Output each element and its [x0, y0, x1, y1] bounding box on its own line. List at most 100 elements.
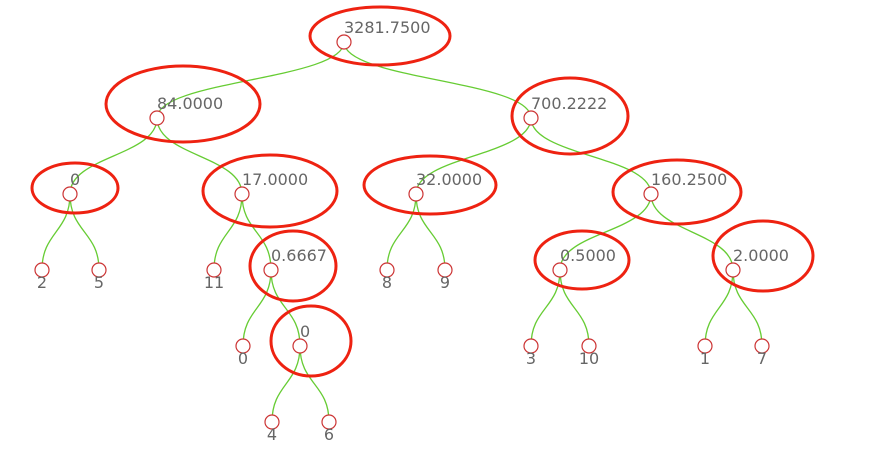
node-value-label: 700.2222: [531, 94, 607, 113]
leaf-label: 5: [94, 273, 104, 292]
tree-link: [156, 117, 243, 195]
highlight-ellipse: [248, 229, 338, 303]
tree-node-internal[interactable]: 0.6667: [263, 246, 327, 278]
node-circle-icon[interactable]: [697, 338, 713, 354]
leaf-label: 0: [238, 349, 248, 368]
leaf-label: 6: [324, 425, 334, 444]
highlight-ellipses: [30, 5, 815, 378]
node-circle-icon[interactable]: [149, 110, 165, 126]
node-circle-icon[interactable]: [643, 186, 659, 202]
leaf-label: 3: [526, 349, 536, 368]
tree-link: [704, 269, 734, 347]
highlight-ellipse: [308, 5, 452, 67]
node-circle-icon[interactable]: [235, 338, 251, 354]
tree-node-leaf[interactable]: 5: [91, 262, 107, 292]
node-value-label: 0.6667: [271, 246, 327, 265]
tree-link: [41, 193, 71, 271]
tree-link: [559, 193, 652, 271]
node-circle-icon[interactable]: [408, 186, 424, 202]
node-value-label: 0: [300, 322, 310, 341]
node-value-label: 2.0000: [733, 246, 789, 265]
tree-node-leaf[interactable]: 7: [754, 338, 770, 368]
tree-link: [386, 193, 417, 271]
node-circle-icon[interactable]: [523, 338, 539, 354]
tree-link: [156, 41, 345, 119]
links: [41, 41, 763, 423]
highlight-ellipse: [269, 304, 353, 378]
node-value-label: 17.0000: [242, 170, 308, 189]
tree-link: [69, 193, 100, 271]
tree-node-leaf[interactable]: 9: [437, 262, 453, 292]
tree-node-internal[interactable]: 2.0000: [725, 246, 789, 278]
tree-node-internal[interactable]: 160.2500: [643, 170, 727, 202]
tree-link: [530, 269, 561, 347]
node-circle-icon[interactable]: [321, 414, 337, 430]
tree-node-leaf[interactable]: 4: [264, 414, 280, 444]
node-circle-icon[interactable]: [234, 186, 250, 202]
leaf-label: 11: [204, 273, 224, 292]
leaf-label: 9: [440, 273, 450, 292]
node-circle-icon[interactable]: [62, 186, 78, 202]
node-value-label: 160.2500: [651, 170, 727, 189]
leaf-label: 8: [382, 273, 392, 292]
tree-link: [415, 117, 532, 195]
node-circle-icon[interactable]: [264, 414, 280, 430]
node-circle-icon[interactable]: [552, 262, 568, 278]
tree-link: [559, 269, 590, 347]
node-circle-icon[interactable]: [754, 338, 770, 354]
tree-node-internal[interactable]: 17.0000: [234, 170, 308, 202]
node-circle-icon[interactable]: [581, 338, 597, 354]
tree-node-internal[interactable]: 0: [62, 170, 80, 202]
node-circle-icon[interactable]: [379, 262, 395, 278]
node-circle-icon[interactable]: [437, 262, 453, 278]
highlight-ellipse: [510, 76, 630, 156]
tree-link: [650, 193, 734, 271]
node-value-label: 0: [70, 170, 80, 189]
tree-node-internal[interactable]: 84.0000: [149, 94, 223, 126]
node-circle-icon[interactable]: [725, 262, 741, 278]
tree-link: [69, 117, 158, 195]
node-circle-icon[interactable]: [34, 262, 50, 278]
tree-node-leaf[interactable]: 8: [379, 262, 395, 292]
tree-node-internal[interactable]: 32.0000: [408, 170, 482, 202]
node-circle-icon[interactable]: [263, 262, 279, 278]
tree-node-leaf[interactable]: 3: [523, 338, 539, 368]
tree-node-internal[interactable]: 0.5000: [552, 246, 616, 278]
tree-link: [271, 345, 301, 423]
highlight-ellipse: [30, 161, 120, 215]
tree-node-leaf[interactable]: 10: [579, 338, 599, 368]
tree-node-leaf[interactable]: 0: [235, 338, 251, 368]
tree-node-internal[interactable]: 0: [292, 322, 310, 354]
tree-node-internal[interactable]: 700.2222: [523, 94, 607, 126]
tree-link: [530, 117, 652, 195]
tree-node-leaf[interactable]: 11: [204, 262, 224, 292]
node-circle-icon[interactable]: [206, 262, 222, 278]
leaf-label: 2: [37, 273, 47, 292]
highlight-ellipse: [362, 154, 498, 216]
tree-link: [732, 269, 763, 347]
node-circle-icon[interactable]: [523, 110, 539, 126]
node-value-label: 84.0000: [157, 94, 223, 113]
tree-link: [270, 269, 301, 347]
tree-link: [242, 269, 272, 347]
leaf-label: 4: [267, 425, 277, 444]
highlight-ellipse: [533, 229, 631, 291]
node-circle-icon[interactable]: [336, 34, 352, 50]
tree-link: [343, 41, 532, 119]
tree-node-internal[interactable]: 3281.7500: [336, 18, 431, 50]
tree-node-leaf[interactable]: 6: [321, 414, 337, 444]
tree-link: [299, 345, 330, 423]
tree-node-leaf[interactable]: 1: [697, 338, 713, 368]
leaf-label: 7: [757, 349, 767, 368]
highlight-ellipse: [104, 64, 262, 144]
tree-node-leaf[interactable]: 2: [34, 262, 50, 292]
highlight-ellipse: [611, 158, 743, 226]
node-value-label: 3281.7500: [344, 18, 431, 37]
node-circle-icon[interactable]: [91, 262, 107, 278]
node-circle-icon[interactable]: [292, 338, 308, 354]
leaf-label: 10: [579, 349, 599, 368]
node-value-label: 32.0000: [416, 170, 482, 189]
node-value-label: 0.5000: [560, 246, 616, 265]
